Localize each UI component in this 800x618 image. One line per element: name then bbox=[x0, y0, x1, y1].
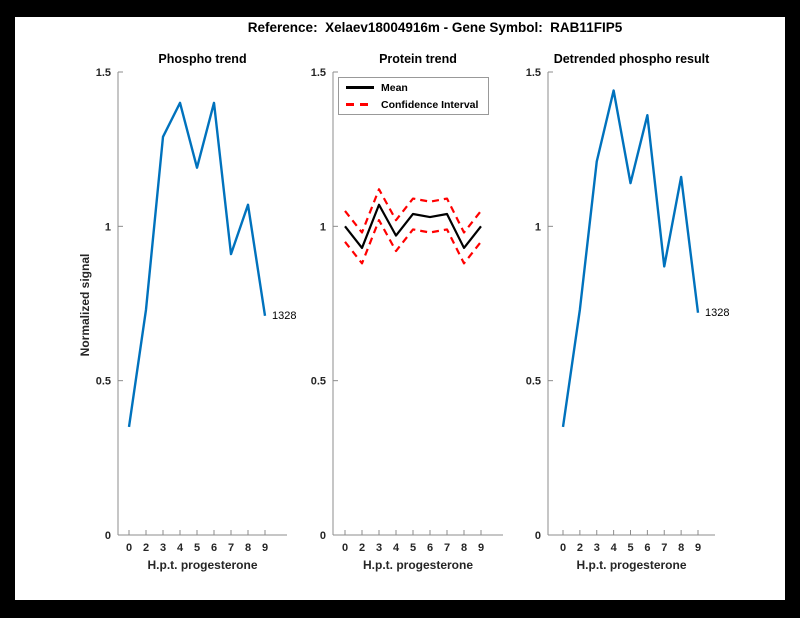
phospho-signal-line bbox=[127, 101, 267, 428]
legend-box: Mean Confidence Interval bbox=[338, 77, 489, 115]
x-tick-label: 7 bbox=[444, 542, 450, 554]
x-tick-label: 6 bbox=[644, 542, 650, 554]
y-tick-label: 0 bbox=[320, 530, 326, 542]
x-tick-label: 5 bbox=[627, 542, 633, 554]
x-tick-label: 9 bbox=[695, 542, 701, 554]
end-label-0: 1328 bbox=[272, 309, 297, 322]
figure-canvas: Reference: Xelaev18004916m - Gene Symbol… bbox=[15, 17, 785, 600]
legend-mean-label: Mean bbox=[381, 81, 408, 94]
mean-line bbox=[344, 203, 482, 250]
detrended-phospho-signal-line bbox=[561, 89, 700, 428]
confidence-interval-upper-line bbox=[344, 188, 482, 234]
charts-svg: 00.511.50 2 3 4 5 6 7 8 900.511.50 2 3 4 5 6 7 8 900.511… bbox=[96, 67, 715, 554]
end-label-2: 1328 bbox=[705, 306, 730, 319]
y-tick-label: 0.5 bbox=[96, 376, 111, 388]
y-tick-label: 1 bbox=[105, 221, 111, 233]
x-tick-label: 8 bbox=[678, 542, 684, 554]
x-tick-label: 7 bbox=[228, 542, 234, 554]
y-tick-label: 1 bbox=[535, 221, 541, 233]
x-tick-label: 6 bbox=[427, 542, 433, 554]
subplot1-title: Phospho trend bbox=[158, 52, 247, 66]
x-tick-label: 4 bbox=[611, 542, 618, 554]
x-tick-label: 4 bbox=[393, 542, 400, 554]
y-tick-label: 0.5 bbox=[526, 376, 541, 388]
ci-line-sample-icon bbox=[346, 103, 374, 106]
subplot1-xlabel: H.p.t. progesterone bbox=[147, 558, 258, 572]
x-tick-label: 8 bbox=[245, 542, 251, 554]
x-tick-label: 2 bbox=[577, 542, 583, 554]
legend-ci-label: Confidence Interval bbox=[381, 98, 479, 111]
y-tick-label: 1 bbox=[320, 221, 326, 233]
x-tick-label: 3 bbox=[376, 542, 382, 554]
subplot2-xlabel: H.p.t. progesterone bbox=[362, 558, 473, 572]
mean-line-sample-icon bbox=[346, 86, 374, 89]
y-tick-label: 1.5 bbox=[96, 67, 111, 79]
x-tick-label: 0 bbox=[342, 542, 348, 554]
y-tick-label: 0 bbox=[105, 530, 111, 542]
subplot2-title: Protein trend bbox=[379, 52, 457, 66]
x-tick-label: 5 bbox=[410, 542, 416, 554]
x-tick-label: 5 bbox=[194, 542, 200, 554]
figure-title: Reference: Xelaev18004916m - Gene Symbol… bbox=[247, 20, 623, 35]
x-tick-label: 0 bbox=[560, 542, 566, 554]
x-tick-label: 6 bbox=[211, 542, 217, 554]
x-tick-label: 3 bbox=[160, 542, 166, 554]
legend-row-mean: Mean bbox=[346, 81, 488, 94]
y-tick-label: 1.5 bbox=[526, 67, 541, 79]
subplot3-xlabel: H.p.t. progesterone bbox=[576, 558, 687, 572]
confidence-interval-lower-line bbox=[344, 219, 482, 265]
x-tick-label: 3 bbox=[594, 542, 600, 554]
y-tick-label: 0.5 bbox=[311, 376, 326, 388]
x-tick-label: 2 bbox=[143, 542, 149, 554]
x-tick-label: 9 bbox=[262, 542, 268, 554]
subplot3-title: Detrended phospho result bbox=[553, 52, 710, 66]
x-tick-label: 2 bbox=[359, 542, 365, 554]
x-tick-label: 8 bbox=[461, 542, 467, 554]
x-tick-label: 0 bbox=[126, 542, 132, 554]
legend-row-ci: Confidence Interval bbox=[346, 98, 488, 111]
y-tick-label: 0 bbox=[535, 530, 541, 542]
x-tick-label: 7 bbox=[661, 542, 667, 554]
x-tick-label: 4 bbox=[177, 542, 184, 554]
x-tick-label: 9 bbox=[478, 542, 484, 554]
y-tick-label: 1.5 bbox=[311, 67, 326, 79]
